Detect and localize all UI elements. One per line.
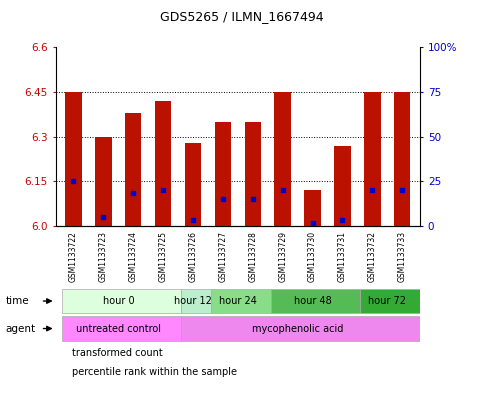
Bar — [271, 289, 360, 313]
Text: hour 72: hour 72 — [369, 296, 406, 306]
Bar — [95, 136, 112, 226]
Text: hour 0: hour 0 — [102, 296, 134, 306]
Text: GDS5265 / ILMN_1667494: GDS5265 / ILMN_1667494 — [160, 10, 323, 23]
Text: GSM1133725: GSM1133725 — [158, 231, 168, 282]
Text: hour 24: hour 24 — [219, 296, 257, 306]
Bar — [65, 92, 82, 226]
Bar — [185, 143, 201, 226]
Text: GSM1133726: GSM1133726 — [188, 231, 198, 282]
Bar — [181, 316, 420, 341]
Text: GSM1133722: GSM1133722 — [69, 231, 78, 282]
Text: mycophenolic acid: mycophenolic acid — [252, 323, 343, 334]
Text: GSM1133731: GSM1133731 — [338, 231, 347, 282]
Bar — [360, 289, 420, 313]
Text: GSM1133727: GSM1133727 — [218, 231, 227, 282]
Text: untreated control: untreated control — [76, 323, 161, 334]
Text: GSM1133728: GSM1133728 — [248, 231, 257, 282]
Text: GSM1133723: GSM1133723 — [99, 231, 108, 282]
Bar — [61, 289, 181, 313]
Text: GSM1133733: GSM1133733 — [398, 231, 407, 282]
Bar — [61, 316, 181, 341]
Bar — [394, 92, 411, 226]
Bar — [304, 190, 321, 226]
Text: GSM1133729: GSM1133729 — [278, 231, 287, 282]
Bar — [364, 92, 381, 226]
Text: agent: agent — [6, 323, 36, 334]
Bar — [274, 92, 291, 226]
Bar — [334, 145, 351, 226]
Text: time: time — [6, 296, 29, 306]
Text: percentile rank within the sample: percentile rank within the sample — [72, 367, 238, 377]
Text: hour 48: hour 48 — [294, 296, 331, 306]
Bar — [211, 289, 271, 313]
Bar — [181, 289, 211, 313]
Bar — [125, 113, 142, 226]
Text: GSM1133730: GSM1133730 — [308, 231, 317, 282]
Text: GSM1133732: GSM1133732 — [368, 231, 377, 282]
Text: transformed count: transformed count — [72, 348, 163, 358]
Bar — [155, 101, 171, 226]
Bar — [244, 122, 261, 226]
Text: hour 12: hour 12 — [174, 296, 212, 306]
Bar — [215, 122, 231, 226]
Text: GSM1133724: GSM1133724 — [129, 231, 138, 282]
